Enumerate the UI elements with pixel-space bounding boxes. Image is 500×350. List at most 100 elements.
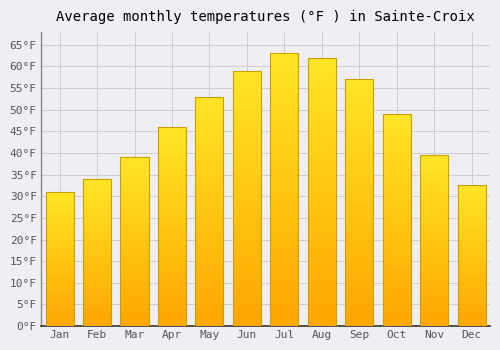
Bar (158, 177, 186, 179)
Bar (196, 161, 224, 163)
Bar (83, 229, 111, 230)
Bar (270, 130, 298, 133)
Bar (233, 84, 261, 86)
Bar (420, 195, 448, 196)
Bar (270, 78, 298, 81)
Bar (382, 140, 410, 142)
Bar (420, 249, 448, 251)
Bar (420, 242, 448, 244)
Bar (120, 286, 148, 287)
Bar (420, 169, 448, 170)
Bar (458, 321, 485, 322)
Bar (458, 287, 485, 288)
Bar (420, 232, 448, 234)
Bar (196, 170, 224, 173)
Bar (270, 154, 298, 157)
Bar (120, 188, 148, 189)
Bar (270, 261, 298, 264)
Bar (270, 122, 298, 124)
Bar (196, 97, 224, 326)
Bar (158, 254, 186, 257)
Bar (308, 69, 336, 71)
Bar (233, 285, 261, 288)
Bar (196, 306, 224, 308)
Bar (120, 171, 148, 173)
Bar (196, 207, 224, 209)
Bar (196, 322, 224, 324)
Bar (158, 159, 186, 161)
Bar (233, 147, 261, 150)
Bar (196, 260, 224, 262)
Bar (83, 186, 111, 188)
Bar (158, 251, 186, 252)
Bar (382, 171, 410, 174)
Bar (420, 155, 448, 326)
Bar (308, 302, 336, 304)
Bar (345, 208, 373, 210)
Bar (83, 230, 111, 232)
Bar (196, 191, 224, 193)
Bar (345, 274, 373, 277)
Bar (420, 253, 448, 254)
Bar (46, 259, 74, 260)
Bar (120, 290, 148, 292)
Bar (308, 125, 336, 127)
Bar (382, 176, 410, 178)
Bar (83, 317, 111, 319)
Bar (420, 278, 448, 280)
Bar (345, 314, 373, 316)
Bar (158, 145, 186, 147)
Bar (458, 319, 485, 321)
Bar (420, 276, 448, 278)
Bar (233, 173, 261, 175)
Bar (46, 325, 74, 326)
Bar (458, 230, 485, 232)
Bar (308, 251, 336, 254)
Bar (308, 58, 336, 61)
Bar (158, 191, 186, 193)
Bar (158, 290, 186, 292)
Bar (158, 171, 186, 173)
Bar (120, 226, 148, 228)
Bar (233, 242, 261, 244)
Bar (308, 200, 336, 203)
Bar (233, 318, 261, 321)
Bar (458, 260, 485, 261)
Bar (458, 254, 485, 256)
Bar (458, 318, 485, 319)
Bar (120, 257, 148, 259)
Bar (233, 137, 261, 140)
Bar (83, 189, 111, 191)
Bar (382, 301, 410, 303)
Bar (158, 199, 186, 201)
Bar (46, 280, 74, 282)
Bar (458, 311, 485, 312)
Bar (46, 303, 74, 304)
Bar (345, 198, 373, 200)
Bar (158, 175, 186, 177)
Bar (345, 324, 373, 326)
Bar (158, 316, 186, 318)
Bar (233, 119, 261, 122)
Bar (382, 224, 410, 226)
Bar (458, 202, 485, 204)
Bar (458, 208, 485, 209)
Bar (308, 304, 336, 307)
Bar (308, 95, 336, 98)
Bar (83, 220, 111, 222)
Bar (120, 205, 148, 206)
Bar (158, 296, 186, 298)
Bar (345, 94, 373, 97)
Bar (382, 129, 410, 131)
Bar (345, 112, 373, 114)
Bar (233, 288, 261, 290)
Bar (458, 323, 485, 325)
Bar (83, 294, 111, 295)
Bar (83, 275, 111, 276)
Bar (233, 150, 261, 153)
Bar (196, 262, 224, 264)
Bar (233, 127, 261, 130)
Bar (120, 195, 148, 196)
Bar (83, 242, 111, 244)
Bar (120, 292, 148, 294)
